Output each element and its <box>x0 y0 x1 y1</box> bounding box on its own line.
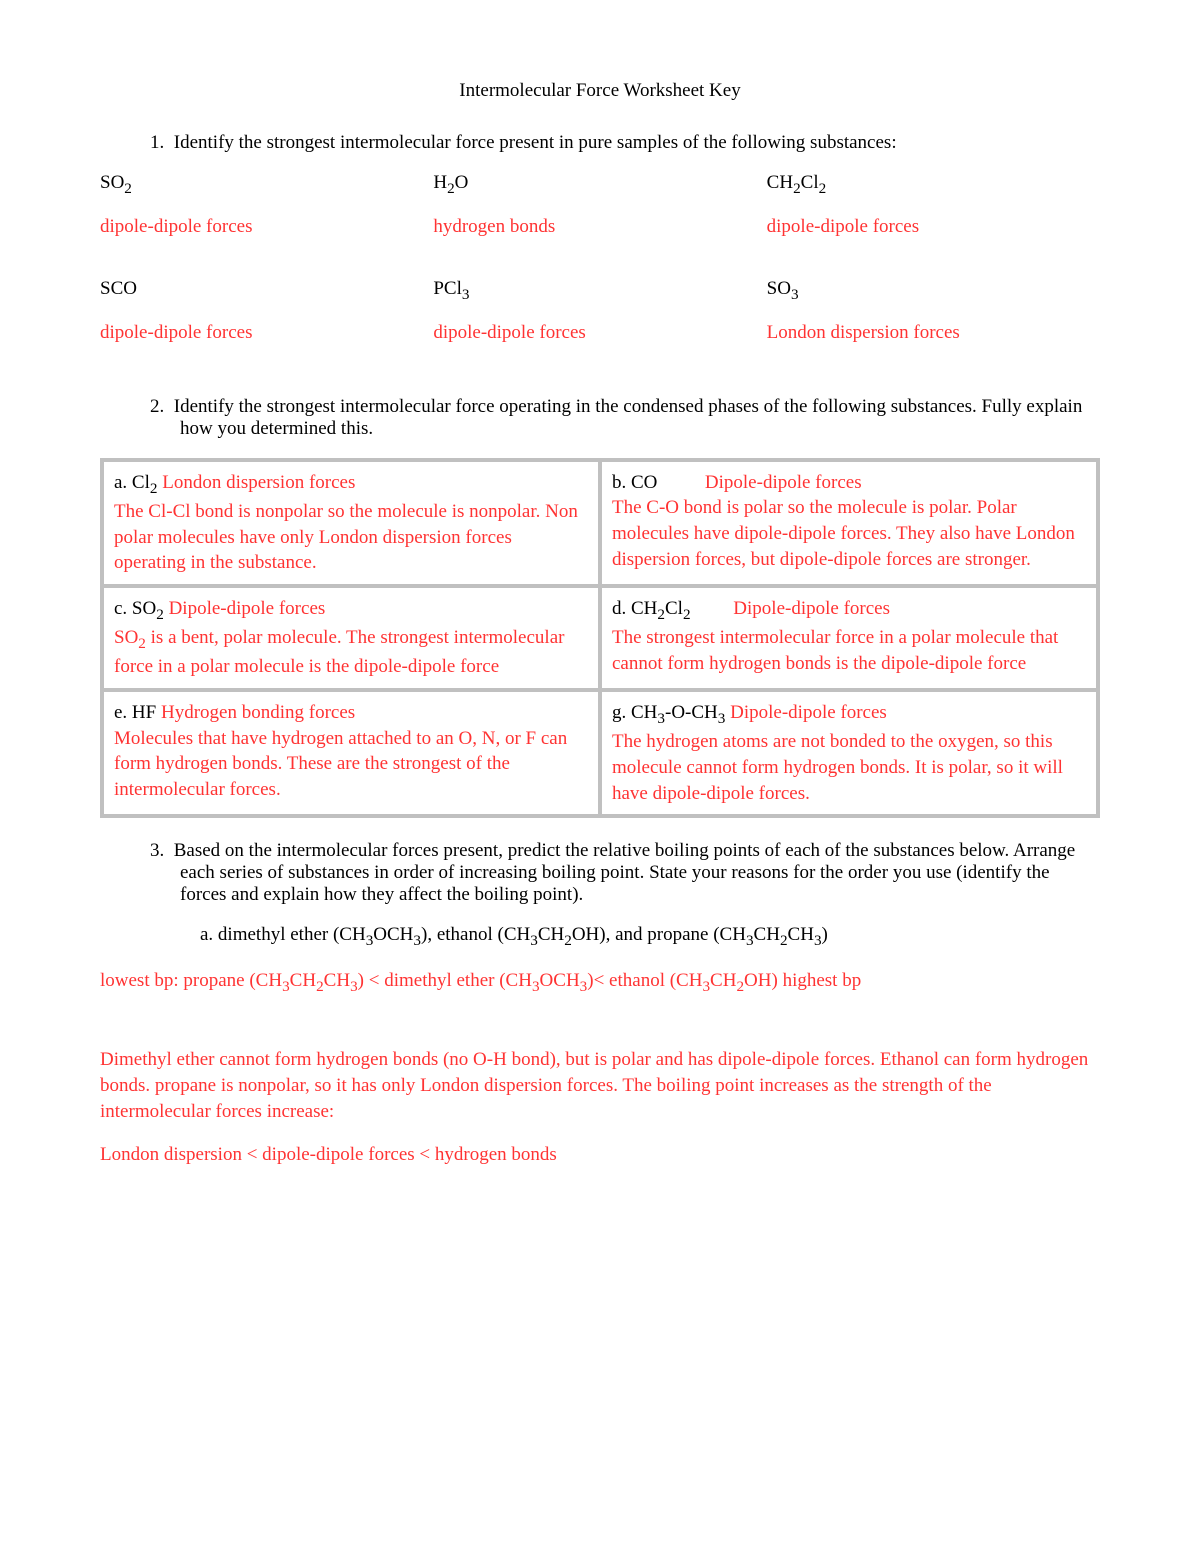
cell-label: e. HF <box>114 702 161 723</box>
q1-answer: dipole-dipole forces <box>767 216 1100 238</box>
question-1: 1. Identify the strongest intermolecular… <box>100 132 1100 344</box>
cell-explain: The hydrogen atoms are not bonded to the… <box>612 731 1063 803</box>
q2-table: a. Cl2 London dispersion forces The Cl-C… <box>100 458 1100 819</box>
q2-cell-c: c. SO2 Dipole-dipole forces SO2 is a ben… <box>102 586 600 690</box>
q3-a-order: lowest bp: propane (CH3CH2CH3) < dimethy… <box>100 968 1100 997</box>
cell-force: Dipole-dipole forces <box>705 472 862 493</box>
question-2: 2. Identify the strongest intermolecular… <box>100 396 1100 819</box>
q1-formula: H2O <box>433 172 766 198</box>
cell-force: Dipole-dipole forces <box>733 598 890 619</box>
q1-row1-formulas: SO2 H2O CH2Cl2 <box>100 172 1100 208</box>
cell-label: d. CH2Cl2 <box>612 598 691 619</box>
q3-prompt: 3. Based on the intermolecular forces pr… <box>150 840 1100 906</box>
q1-formula: SO2 <box>100 172 433 198</box>
q3-a-label: a. dimethyl ether (CH3OCH3), ethanol (CH… <box>200 924 1100 950</box>
cell-label: a. Cl2 <box>114 472 162 493</box>
q1-prompt: 1. Identify the strongest intermolecular… <box>150 132 1100 154</box>
cell-explain: The Cl-Cl bond is nonpolar so the molecu… <box>114 501 578 573</box>
cell-force: Dipole-dipole forces <box>730 702 887 723</box>
q3-number: 3. <box>150 840 164 861</box>
cell-label: c. SO2 <box>114 598 169 619</box>
q1-formula: CH2Cl2 <box>767 172 1100 198</box>
q2-cell-d: d. CH2Cl2 Dipole-dipole forces The stron… <box>600 586 1098 690</box>
q2-number: 2. <box>150 396 164 417</box>
q1-row1-answers: dipole-dipole forces hydrogen bonds dipo… <box>100 216 1100 238</box>
cell-explain: SO2 is a bent, polar molecule. The stron… <box>114 627 564 677</box>
cell-label: g. CH3-O-CH3 <box>612 702 730 723</box>
cell-explain: The C-O bond is polar so the molecule is… <box>612 497 1075 569</box>
worksheet-page: Intermolecular Force Worksheet Key 1. Id… <box>20 0 1180 1248</box>
question-3: 3. Based on the intermolecular forces pr… <box>100 840 1100 1168</box>
q1-answer: dipole-dipole forces <box>100 216 433 238</box>
q3-a-explain: Dimethyl ether cannot form hydrogen bond… <box>100 1047 1100 1124</box>
q2-cell-g: g. CH3-O-CH3 Dipole-dipole forces The hy… <box>600 690 1098 816</box>
cell-force: London dispersion forces <box>162 472 355 493</box>
q1-number: 1. <box>150 132 164 153</box>
q2-cell-a: a. Cl2 London dispersion forces The Cl-C… <box>102 460 600 586</box>
cell-explain: Molecules that have hydrogen attached to… <box>114 728 567 800</box>
q1-answer: London dispersion forces <box>767 322 1100 344</box>
q1-formula: SO3 <box>767 278 1100 304</box>
cell-label: b. CO <box>612 472 657 493</box>
q2-cell-e: e. HF Hydrogen bonding forces Molecules … <box>102 690 600 816</box>
q1-answer: hydrogen bonds <box>433 216 766 238</box>
cell-force: Hydrogen bonding forces <box>161 702 355 723</box>
cell-explain: The strongest intermolecular force in a … <box>612 627 1058 674</box>
q3-text: Based on the intermolecular forces prese… <box>174 840 1076 905</box>
q1-text: Identify the strongest intermolecular fo… <box>174 132 897 153</box>
q1-formula: PCl3 <box>433 278 766 304</box>
q2-cell-b: b. CO Dipole-dipole forces The C-O bond … <box>600 460 1098 586</box>
q2-text: Identify the strongest intermolecular fo… <box>174 396 1083 439</box>
q2-prompt: 2. Identify the strongest intermolecular… <box>150 396 1100 440</box>
q1-row2-formulas: SCO PCl3 SO3 <box>100 278 1100 314</box>
q1-row2-answers: dipole-dipole forces dipole-dipole force… <box>100 322 1100 344</box>
cell-force: Dipole-dipole forces <box>169 598 326 619</box>
page-title: Intermolecular Force Worksheet Key <box>100 80 1100 102</box>
q1-formula: SCO <box>100 278 433 304</box>
q3-a-rank: London dispersion < dipole-dipole forces… <box>100 1142 1100 1168</box>
q1-answer: dipole-dipole forces <box>100 322 433 344</box>
q1-answer: dipole-dipole forces <box>433 322 766 344</box>
